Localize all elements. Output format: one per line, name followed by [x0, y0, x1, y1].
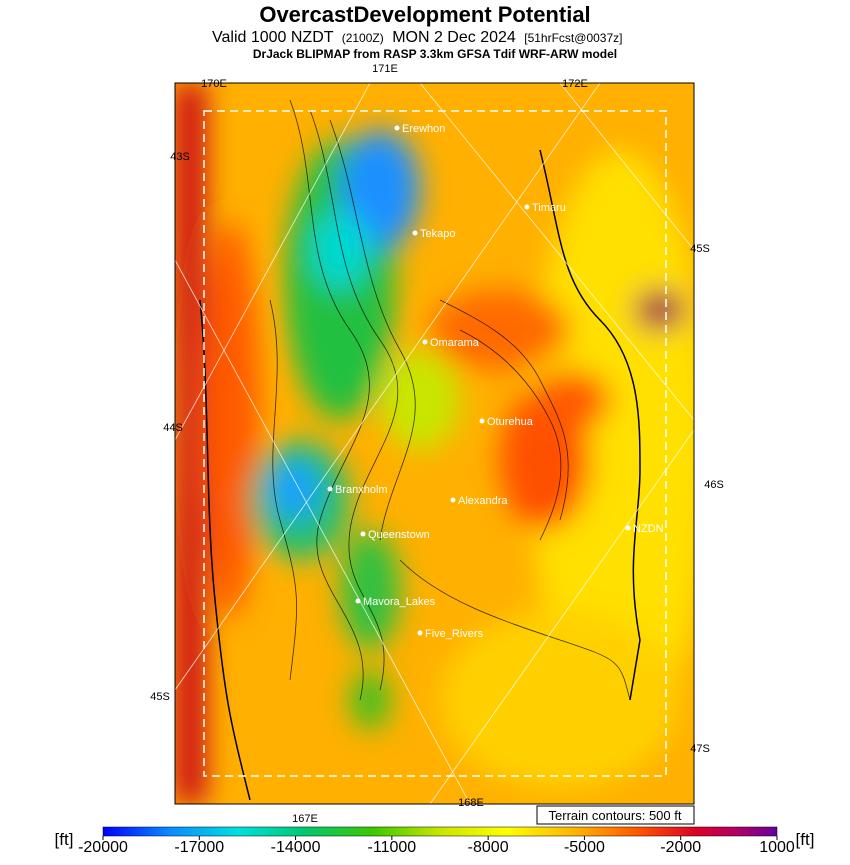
place-label: Timaru	[532, 202, 566, 214]
place-dot	[417, 630, 423, 636]
place-label: Mavora_Lakes	[363, 596, 436, 608]
place-dot	[625, 525, 631, 531]
place-label: Omarama	[430, 337, 480, 349]
place-dot	[394, 125, 400, 131]
place-label: Tekapo	[420, 228, 455, 240]
place-dot	[422, 339, 428, 345]
grid-label: 45S	[690, 243, 710, 255]
place-dot	[412, 230, 418, 236]
utc: (2100Z)	[342, 31, 384, 45]
grid-label: 168E	[458, 797, 484, 809]
place-label: Oturehua	[487, 416, 534, 428]
terrain-note: Terrain contours: 500 ft	[549, 808, 682, 823]
colorbar-tick-label: -14000	[271, 839, 321, 856]
colorbar-tick-label: -5000	[564, 839, 605, 856]
unit-right: [ft]	[796, 830, 815, 849]
place-dot	[450, 497, 456, 503]
colorbar-tick-label: -8000	[468, 839, 509, 856]
date: MON 2 Dec 2024	[392, 29, 516, 46]
grid-label: 172E	[562, 78, 588, 90]
colorbar-tick-label: -20000	[78, 839, 128, 856]
place-label: NZDN	[633, 523, 664, 535]
map-frame	[174, 82, 695, 805]
valid: Valid 1000 NZDT	[212, 29, 334, 46]
colorbar-tick-label: 1000	[759, 839, 795, 856]
colorbar-tick-label: -17000	[174, 839, 224, 856]
place-dot	[327, 486, 333, 492]
colorbar	[102, 826, 778, 837]
place-dot	[479, 418, 485, 424]
place-label: Branxholm	[335, 484, 388, 496]
place-label: Five_Rivers	[425, 628, 484, 640]
colorbar-tick-label: -11000	[368, 839, 417, 856]
grid-label: 170E	[201, 78, 227, 90]
colorbar-tick-label: -2000	[660, 839, 701, 856]
grid-label: 46S	[704, 479, 724, 491]
unit-left: [ft]	[55, 830, 74, 849]
subtitle: DrJack BLIPMAP from RASP 3.3km GFSA Tdif…	[253, 47, 617, 61]
place-dot	[355, 598, 361, 604]
grid-label: 47S	[690, 743, 710, 755]
place-label: Queenstown	[368, 529, 430, 541]
grid-label: 171E	[372, 63, 398, 75]
grid-label: 44S	[163, 422, 183, 434]
place-dot	[524, 204, 530, 210]
title: OvercastDevelopment Potential	[259, 2, 590, 27]
valid-line: Valid 1000 NZDT (2100Z) MON 2 Dec 2024 […	[212, 29, 622, 46]
place-label: Alexandra	[458, 495, 508, 507]
forecast: [51hrFcst@0037z]	[524, 31, 622, 45]
grid-label: 43S	[170, 151, 190, 163]
terrain-note-box: Terrain contours: 500 ft	[536, 805, 695, 825]
place-label: Erewhon	[402, 123, 445, 135]
place-dot	[360, 531, 366, 537]
map-field	[175, 83, 694, 804]
grid-label: 167E	[292, 813, 318, 825]
grid-label: 45S	[150, 691, 170, 703]
